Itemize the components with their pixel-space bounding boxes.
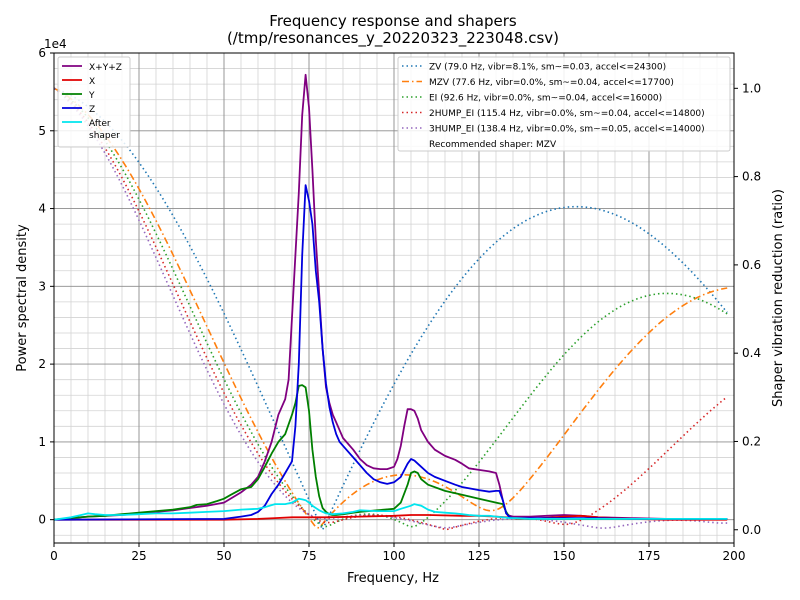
shaper-curve-3hump-ei <box>54 87 728 529</box>
x-tick-label: 125 <box>468 549 491 563</box>
y-tick-label: 0 <box>38 513 46 527</box>
y-tick-label: 1 <box>38 435 46 449</box>
recommended-shaper-label: Recommended shaper: MZV <box>429 140 557 150</box>
psd-legend-label: Y <box>88 91 95 101</box>
x-tick-label: 75 <box>301 549 316 563</box>
shaper-curves <box>54 87 728 532</box>
psd-legend-label: shaper <box>89 131 120 141</box>
chart-subtitle: (/tmp/resonances_y_20220323_223048.csv) <box>227 29 559 48</box>
chart-title: Frequency response and shapers <box>269 12 517 30</box>
y2-tick-label: 0.2 <box>742 434 761 448</box>
y2-axis-label: Shaper vibration reduction (ratio) <box>771 189 786 407</box>
shaper-legend-label: 3HUMP_EI (138.4 Hz, vibr=0.0%, sm~=0.05,… <box>429 125 705 135</box>
axis-ticks: 0 25 50 75 100 125 150 175 200 0 1 2 3 4 5 6 0.0 0.2 0.4 0.… <box>38 46 761 563</box>
y-multiplier-label: 1e4 <box>44 37 67 51</box>
y-tick-label: 6 <box>38 46 46 60</box>
shaper-legend: ZV (79.0 Hz, vibr=8.1%, sm~=0.03, accel<… <box>397 56 731 152</box>
x-axis-label: Frequency, Hz <box>347 571 439 586</box>
psd-curves <box>54 73 728 521</box>
psd-legend-label: After <box>89 119 111 129</box>
psd-legend: X+Y+Z XYZ After shaper <box>57 56 131 148</box>
y-axis-label: Power spectral density <box>15 224 30 372</box>
x-tick-label: 0 <box>50 549 58 563</box>
shaper-legend-label: ZV (79.0 Hz, vibr=8.1%, sm~=0.03, accel<… <box>429 63 666 73</box>
shaper-curve-zv <box>54 87 728 532</box>
shaper-curve-ei <box>54 87 728 528</box>
shaper-curve-2hump-ei <box>54 87 728 531</box>
shaper-legend-label: 2HUMP_EI (115.4 Hz, vibr=0.0%, sm~=0.04,… <box>429 109 705 119</box>
x-tick-label: 200 <box>723 549 746 563</box>
psd-curve-4 <box>54 497 728 521</box>
x-tick-label: 150 <box>553 549 576 563</box>
y2-tick-label: 0.0 <box>742 523 761 537</box>
psd-legend-label: Z <box>89 105 95 115</box>
y-tick-label: 2 <box>38 357 46 371</box>
x-tick-label: 25 <box>131 549 146 563</box>
y2-tick-label: 1.0 <box>742 81 761 95</box>
shaper-curve-mzv <box>54 87 728 529</box>
shaper-legend-frame <box>397 56 731 152</box>
y2-tick-label: 0.6 <box>742 258 761 272</box>
psd-curve-1 <box>54 514 728 521</box>
shaper-legend-label: EI (92.6 Hz, vibr=0.0%, sm~=0.04, accel<… <box>429 94 662 104</box>
grid <box>53 52 735 543</box>
x-tick-label: 50 <box>216 549 231 563</box>
y-tick-label: 5 <box>38 124 46 138</box>
x-tick-label: 175 <box>638 549 661 563</box>
psd-curve-2 <box>54 384 728 521</box>
shaper-legend-label: MZV (77.6 Hz, vibr=0.0%, sm~=0.04, accel… <box>429 78 674 88</box>
y2-tick-label: 0.4 <box>742 346 761 360</box>
psd-curve-3 <box>54 184 728 521</box>
x-tick-label: 100 <box>383 549 406 563</box>
y-tick-label: 4 <box>38 202 46 216</box>
y2-tick-label: 0.8 <box>742 170 761 184</box>
plot-frame <box>53 52 735 544</box>
y-tick-label: 3 <box>38 279 46 293</box>
psd-legend-label: X+Y+Z <box>89 63 122 73</box>
psd-legend-label: X <box>89 77 95 87</box>
